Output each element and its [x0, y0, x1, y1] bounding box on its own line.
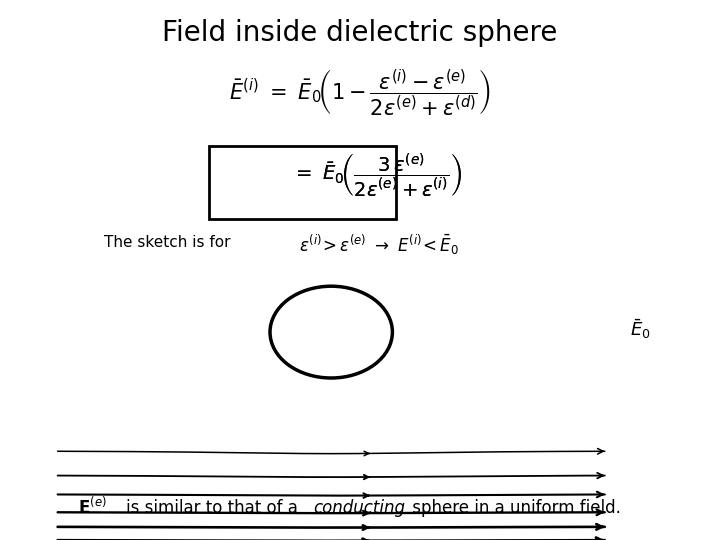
Text: $=\ \bar{E}_0\!\left(\dfrac{3\,\epsilon^{(e)}}{2\epsilon^{(e)}+\epsilon^{(i)}}\r: $=\ \bar{E}_0\!\left(\dfrac{3\,\epsilon^… [292, 151, 462, 198]
Text: conducting: conducting [313, 500, 405, 517]
Text: $\bar{E}^{(i)}\ =\ \bar{E}_0\!\left(1 - \dfrac{\epsilon^{(i)}-\epsilon^{(e)}}{2\: $\bar{E}^{(i)}\ =\ \bar{E}_0\!\left(1 - … [229, 68, 491, 118]
FancyBboxPatch shape [209, 146, 396, 219]
Text: The sketch is for: The sketch is for [104, 235, 231, 250]
Text: $\mathbf{E}^{(e)}$: $\mathbf{E}^{(e)}$ [78, 496, 107, 517]
Text: Field inside dielectric sphere: Field inside dielectric sphere [162, 19, 558, 47]
Text: $\bar{E}_0$: $\bar{E}_0$ [630, 318, 651, 341]
Text: $\epsilon^{(i)}\!>\epsilon^{(e)}\ \rightarrow\ E^{(i)}\!<\bar{E}_0$: $\epsilon^{(i)}\!>\epsilon^{(e)}\ \right… [299, 233, 459, 258]
Text: sphere in a uniform field.: sphere in a uniform field. [407, 500, 621, 517]
Text: is similar to that of a: is similar to that of a [126, 500, 303, 517]
Text: $=\ \bar{E}_0\!\left(\dfrac{3\,\epsilon^{(e)}}{2\epsilon^{(e)}+\epsilon^{(i)}}\r: $=\ \bar{E}_0\!\left(\dfrac{3\,\epsilon^… [292, 151, 462, 198]
